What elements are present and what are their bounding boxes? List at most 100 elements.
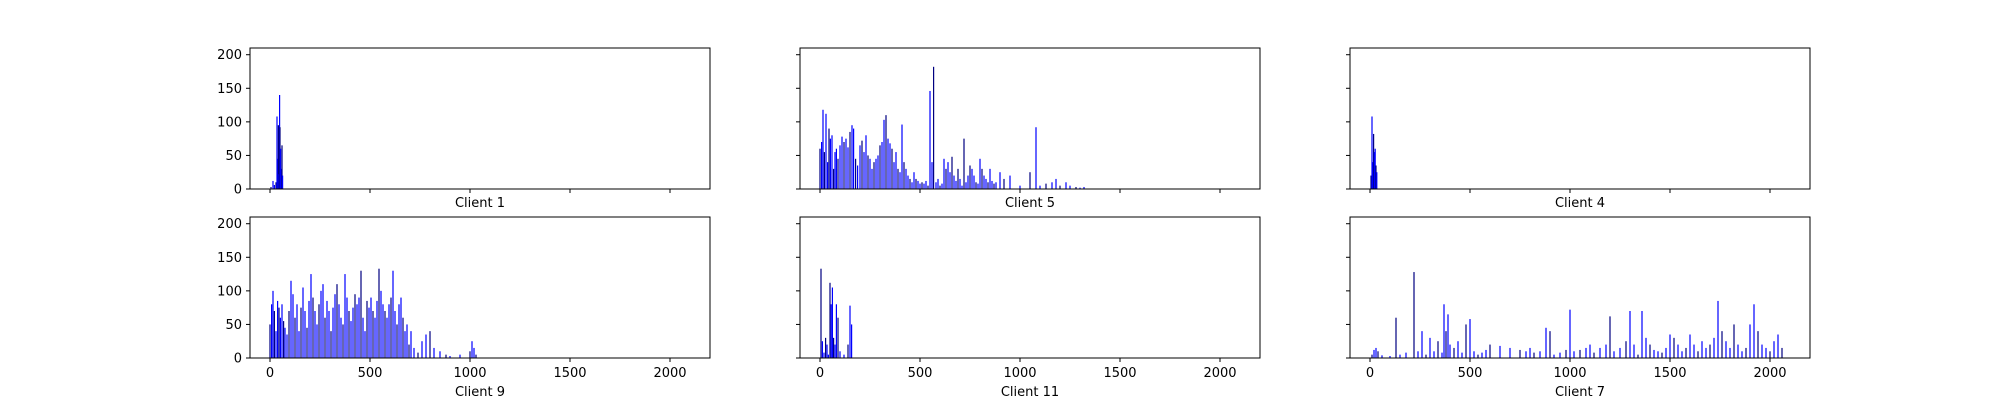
bar [1465, 324, 1467, 358]
subplot-6: 0 500 1000 1500 2000 Client 7 [1346, 216, 1811, 400]
bar [1765, 347, 1767, 358]
bar [1445, 331, 1447, 358]
bar [829, 282, 831, 358]
bar [344, 274, 346, 358]
bar [1029, 172, 1031, 189]
bar [364, 331, 366, 358]
bar [949, 172, 951, 189]
bar [1673, 337, 1675, 358]
bar [1376, 172, 1378, 189]
bar [885, 115, 887, 189]
bar [272, 290, 274, 358]
bar [1373, 349, 1375, 358]
bar [338, 304, 340, 358]
bar [911, 182, 913, 189]
bar [1461, 352, 1463, 358]
bar [372, 311, 374, 358]
bar [322, 284, 324, 358]
bar [388, 304, 390, 358]
bar [1019, 185, 1021, 189]
y-tick-label: 150 [217, 82, 242, 97]
bar [1425, 354, 1427, 358]
bar [348, 311, 350, 358]
bar [332, 307, 334, 358]
bar [820, 268, 822, 358]
bar [923, 183, 925, 189]
subplot-2: Client 5 [796, 47, 1261, 211]
bar [342, 324, 344, 358]
bar [1377, 351, 1379, 358]
bar [1373, 152, 1375, 189]
bar [275, 182, 277, 189]
bar [1405, 352, 1407, 358]
bar [828, 128, 830, 189]
bar [1065, 182, 1067, 189]
bar [276, 116, 278, 189]
bar [316, 324, 318, 358]
bar [346, 297, 348, 358]
bar [1661, 352, 1663, 358]
bar [895, 152, 897, 189]
bar [943, 158, 945, 189]
bar [869, 158, 871, 189]
bar [1373, 133, 1375, 189]
bar [1533, 352, 1535, 358]
bar [921, 182, 923, 189]
bar [1721, 331, 1723, 358]
bar [821, 341, 823, 358]
y-tick-label: 100 [217, 115, 242, 130]
bar [1693, 344, 1695, 358]
bar [1453, 347, 1455, 358]
bar [1381, 355, 1383, 358]
bar [1374, 148, 1376, 189]
x-axis-label: Client 5 [1005, 196, 1055, 211]
x-tick-label: 0 [816, 366, 824, 381]
x-axis-label: Client 7 [1555, 385, 1605, 400]
bar [871, 168, 873, 189]
bar [881, 142, 883, 189]
bar [835, 304, 837, 358]
bar [1579, 349, 1581, 358]
x-tick-label: 1000 [1003, 366, 1036, 381]
bar [282, 175, 284, 189]
bar [350, 321, 352, 358]
bar [837, 158, 839, 189]
bar [356, 304, 358, 358]
bar [1489, 344, 1491, 358]
bar [366, 300, 368, 358]
bar [991, 180, 993, 189]
bar [1599, 347, 1601, 358]
bar [909, 178, 911, 189]
bar [993, 183, 995, 189]
bar [931, 162, 933, 189]
bar [413, 347, 415, 358]
bar [821, 142, 823, 189]
bar [273, 184, 275, 189]
bar [849, 131, 851, 189]
bar [967, 175, 969, 189]
bar [425, 334, 427, 358]
bar [847, 147, 849, 189]
bar [336, 284, 338, 358]
bar [975, 182, 977, 189]
bar [281, 145, 283, 189]
x-axis-label: Client 4 [1555, 196, 1605, 211]
bar [1485, 349, 1487, 358]
bar [302, 287, 304, 358]
bar [995, 182, 997, 189]
bar [1749, 324, 1751, 358]
bar [429, 331, 431, 358]
bar [841, 136, 843, 189]
bar [1761, 344, 1763, 358]
bar [953, 175, 955, 189]
bar [386, 317, 388, 358]
bar [277, 158, 279, 189]
bar [277, 300, 279, 358]
bar [827, 354, 829, 358]
x-axis-label: Client 11 [1001, 385, 1059, 400]
bar [833, 337, 835, 358]
bar [830, 304, 832, 358]
bar [1375, 347, 1377, 358]
bar [941, 183, 943, 189]
